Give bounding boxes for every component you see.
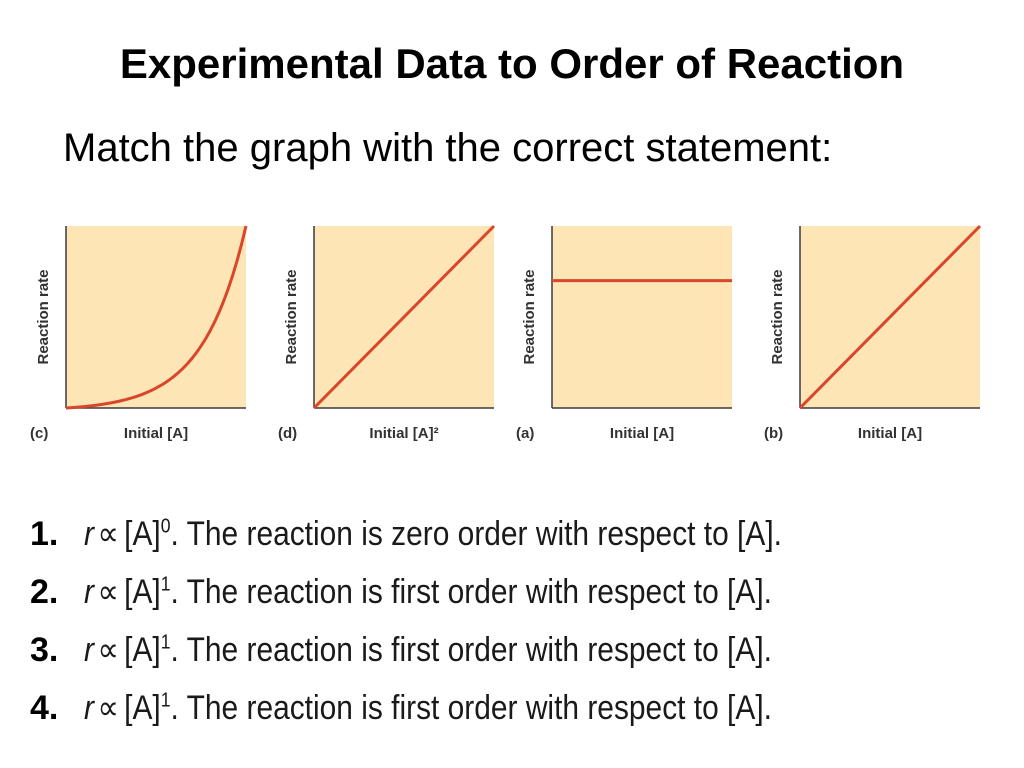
statement-expression: r ∝ [A]1. The reaction is first order with… (84, 688, 772, 728)
order-exponent: 1 (160, 689, 171, 712)
proportional-symbol: ∝ (97, 515, 119, 553)
statement-text: . The reaction is zero order with respec… (170, 515, 782, 553)
statement-number: 4. (30, 689, 59, 727)
statement-text: . The reaction is first order with respe… (170, 689, 772, 727)
x-axis-label: Initial [A] (610, 425, 674, 442)
chart-svg: Reaction rate Initial [A] (a) (516, 226, 732, 442)
statements-list: 1. r ∝ [A]0. The reaction is zero order wi… (30, 514, 877, 746)
statement-number: 1. (30, 515, 59, 553)
x-axis-label: Initial [A]² (369, 425, 438, 442)
rate-variable: r (84, 515, 94, 553)
statement-1: 1. r ∝ [A]0. The reaction is zero order wi… (30, 514, 877, 572)
concentration-term: [A] (124, 573, 161, 611)
concentration-term: [A] (124, 631, 161, 669)
data-line (798, 224, 982, 410)
statement-text: . The reaction is first order with respe… (170, 573, 772, 611)
concentration-term: [A] (124, 515, 161, 553)
statement-number: 2. (30, 573, 59, 611)
statement-number: 3. (30, 631, 59, 669)
slide-title: Experimental Data to Order of Reaction (119, 40, 905, 87)
statement-4: 4. r ∝ [A]1. The reaction is first order w… (30, 688, 877, 746)
chart-svg: Reaction rate Initial [A]² (d) (278, 224, 496, 442)
statement-text: . The reaction is first order with respe… (170, 631, 772, 669)
concentration-term: [A] (124, 689, 161, 727)
data-line (65, 225, 248, 410)
proportional-symbol: ∝ (97, 689, 119, 727)
proportional-symbol: ∝ (97, 573, 119, 611)
statement-expression: r ∝ [A]1. The reaction is first order with… (84, 630, 772, 670)
rate-variable: r (84, 631, 94, 669)
order-exponent: 1 (160, 631, 171, 654)
chart-b: Reaction rate Initial [A] (b) (758, 218, 998, 450)
plot-area (66, 226, 246, 408)
x-axis-label: Initial [A] (858, 425, 922, 442)
panel-label: (b) (764, 425, 783, 442)
y-axis-label: Reaction rate (769, 269, 786, 364)
statement-3: 3. r ∝ [A]1. The reaction is first order w… (30, 630, 877, 688)
chart-c: Reaction rate Initial [A] (c) (24, 218, 264, 450)
proportional-symbol: ∝ (97, 631, 119, 669)
data-line (312, 224, 496, 410)
chart-a: Reaction rate Initial [A] (a) (510, 218, 750, 450)
statement-expression: r ∝ [A]1. The reaction is first order with… (84, 572, 772, 612)
rate-variable: r (84, 573, 94, 611)
panel-label: (d) (278, 425, 297, 442)
rate-variable: r (84, 689, 94, 727)
chart-svg: Reaction rate Initial [A] (b) (764, 224, 982, 442)
order-exponent: 0 (160, 515, 171, 538)
y-axis-label: Reaction rate (283, 269, 300, 364)
chart-d: Reaction rate Initial [A]² (d) (272, 218, 512, 450)
chart-svg: Reaction rate Initial [A] (c) (30, 225, 248, 442)
plot-area (552, 226, 732, 408)
y-axis-label: Reaction rate (521, 269, 538, 364)
statement-2: 2. r ∝ [A]1. The reaction is first order w… (30, 572, 877, 630)
x-axis-label: Initial [A] (124, 425, 188, 442)
panel-label: (a) (516, 425, 534, 442)
slide-subtitle: Match the graph with the correct stateme… (63, 126, 833, 170)
y-axis-label: Reaction rate (35, 269, 52, 364)
order-exponent: 1 (160, 573, 171, 596)
statement-expression: r ∝ [A]0. The reaction is zero order with … (84, 514, 782, 554)
panel-label: (c) (30, 425, 48, 442)
